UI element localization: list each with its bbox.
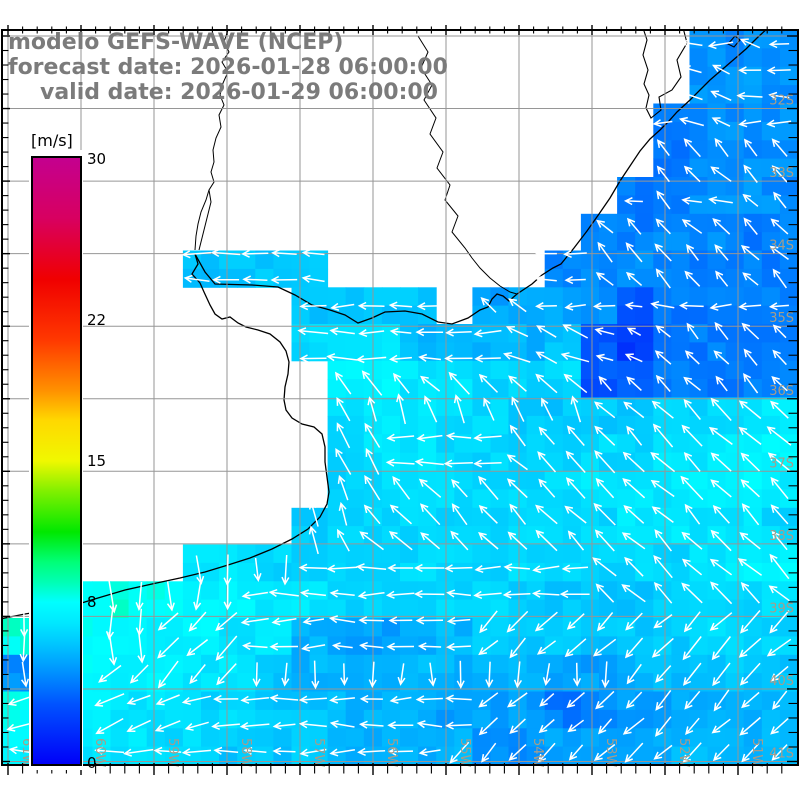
- graticule: [2, 30, 798, 765]
- lat-label: 35S: [769, 311, 794, 326]
- lat-label: 40S: [769, 674, 794, 689]
- lat-label: 37S: [769, 456, 794, 471]
- rivers: [194, 30, 518, 295]
- lon-label: 51W: [749, 738, 764, 768]
- lat-label: 41S: [769, 747, 794, 762]
- lon-label: 54W: [530, 738, 545, 768]
- colorbar-tick-0: 0: [87, 754, 97, 772]
- lon-label: 60W: [92, 738, 107, 768]
- lon-label: 58W: [238, 738, 253, 768]
- colorbar-tick-8: 8: [87, 592, 97, 611]
- colorbar-tick-30: 30: [87, 150, 107, 168]
- colorbar-gradient: [31, 156, 82, 766]
- lat-label: 39S: [769, 601, 794, 616]
- wind-vectors: [6, 38, 792, 764]
- lon-label: 59W: [165, 738, 180, 768]
- colorbar: [29, 150, 83, 770]
- lon-label: 55W: [457, 738, 472, 768]
- lat-label: 38S: [769, 529, 794, 544]
- lon-label: 52W: [676, 738, 691, 768]
- lat-label: 32S: [769, 94, 794, 109]
- lat-label: 33S: [769, 166, 794, 181]
- lon-label: 53W: [603, 738, 618, 768]
- colorbar-tick-22: 22: [87, 311, 107, 330]
- map-frame: [1, 29, 799, 766]
- colorbar-tick-15: 15: [87, 452, 107, 470]
- lat-label: 34S: [769, 239, 794, 254]
- lat-label: 36S: [769, 384, 794, 399]
- lon-label: 57W: [311, 738, 326, 768]
- lon-label: 56W: [384, 738, 399, 768]
- colorbar-unit-label: [m/s]: [31, 131, 73, 150]
